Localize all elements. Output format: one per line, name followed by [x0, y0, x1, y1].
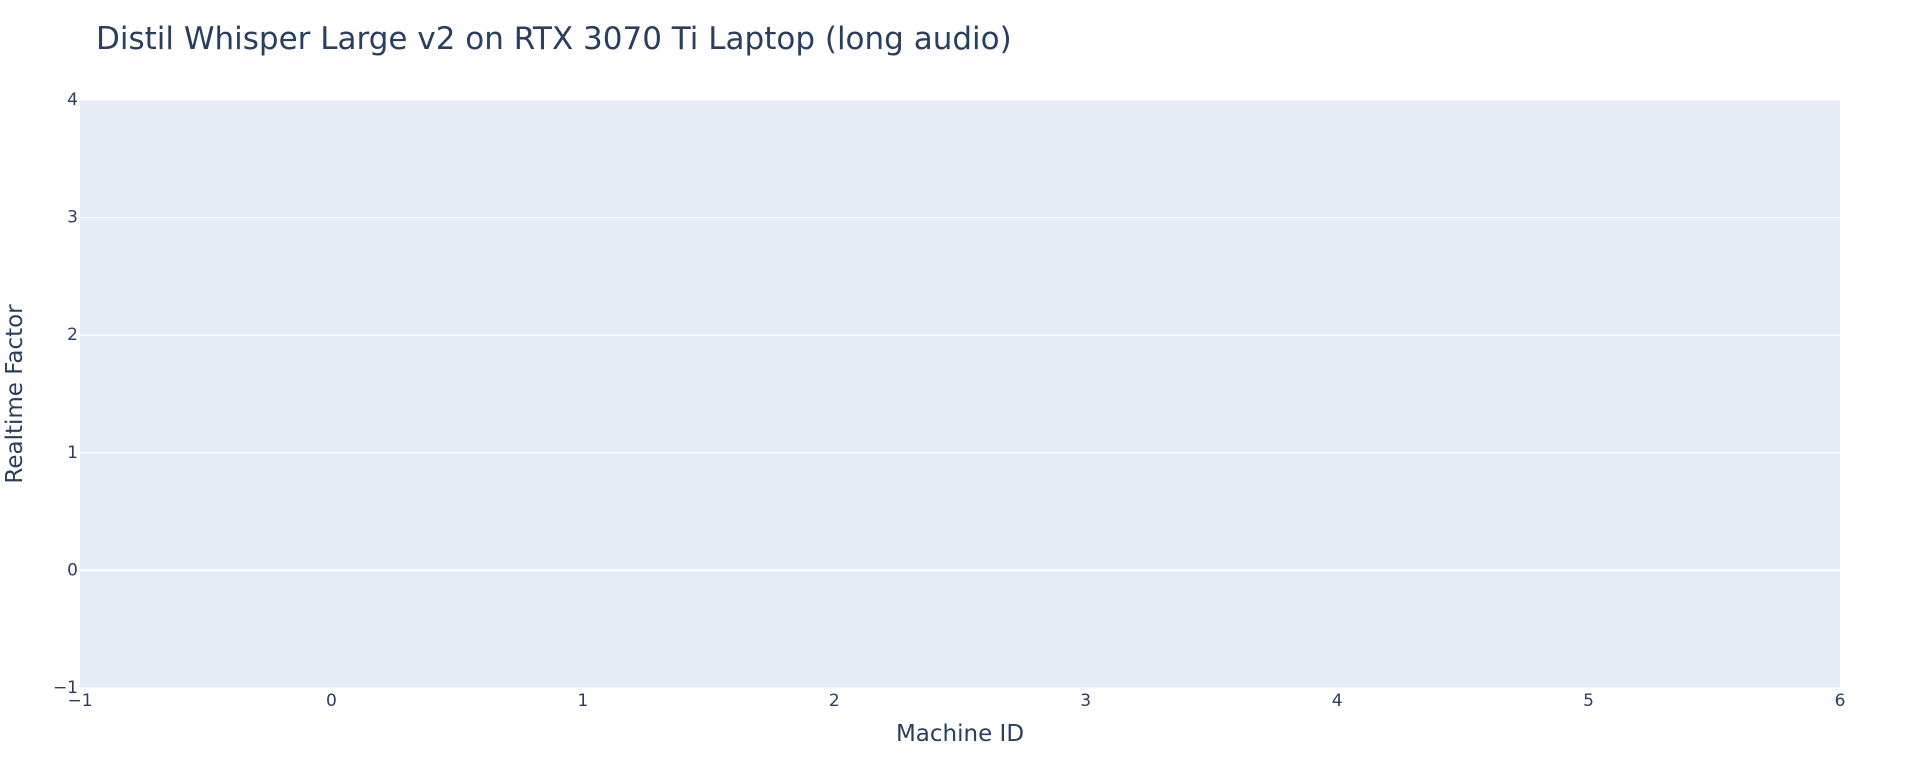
chart-title: Distil Whisper Large v2 on RTX 3070 Ti L…	[96, 21, 1012, 57]
x-tick-label: 5	[1583, 691, 1594, 711]
x-tick-label: 1	[577, 691, 588, 711]
y-tick-label: 0	[67, 560, 78, 580]
grid-lines	[80, 99, 1840, 689]
y-tick-label: 1	[67, 443, 78, 463]
x-axis-ticks: −1 0 1 2 3 4 5 6	[67, 691, 1845, 711]
x-tick-label: 0	[326, 691, 337, 711]
x-tick-label: −1	[67, 691, 92, 711]
x-tick-label: 6	[1835, 691, 1846, 711]
y-tick-label: 4	[67, 90, 78, 110]
y-axis-label: Realtime Factor	[2, 304, 28, 484]
x-tick-label: 2	[829, 691, 840, 711]
plot-background	[80, 100, 1840, 688]
x-tick-label: 3	[1080, 691, 1091, 711]
x-tick-label: 4	[1332, 691, 1343, 711]
y-tick-label: 2	[67, 325, 78, 345]
y-axis-ticks: −1 0 1 2 3 4	[53, 90, 78, 698]
y-tick-label: 3	[67, 208, 78, 228]
x-axis-label: Machine ID	[896, 721, 1024, 747]
y-tick-label: −1	[53, 678, 78, 698]
